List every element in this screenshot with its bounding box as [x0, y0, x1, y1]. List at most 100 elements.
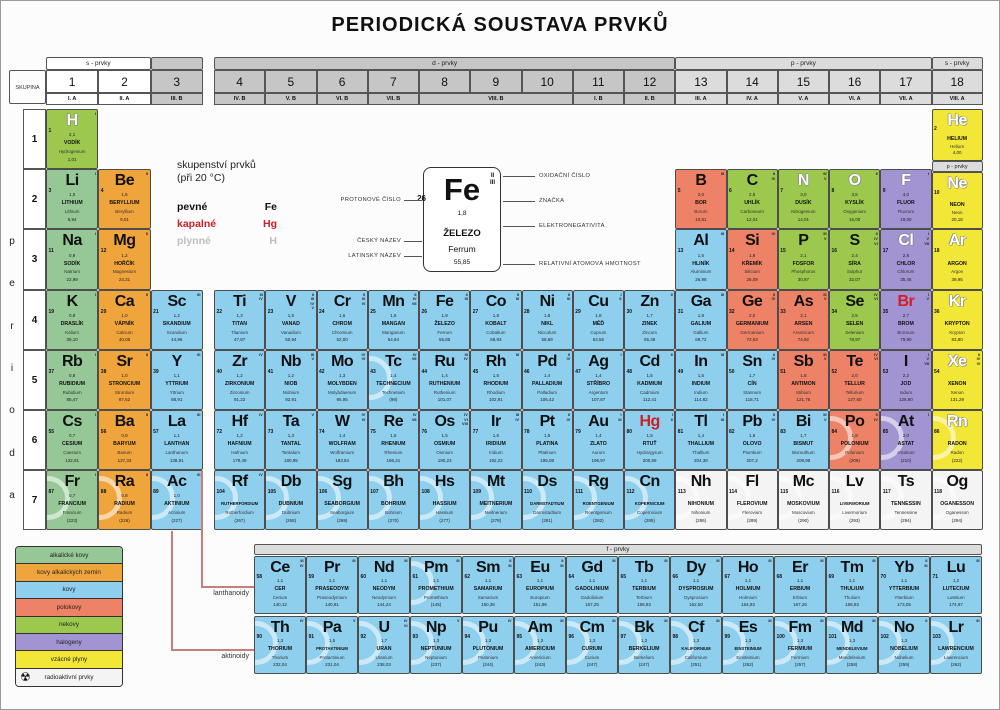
element-cell-Ti: III IV 22 Ti 1,3 TITAN Titanium 47,87: [214, 289, 266, 350]
element-cell-Pa: V 91 Pa 1,5 PROTAKTINIUM Protactinium 231,04: [306, 616, 358, 674]
element-atomic-number: 107: [370, 489, 379, 496]
element-atomic-mass: 231,04: [325, 661, 339, 667]
element-atomic-number: 45: [472, 368, 479, 375]
element-latin-name: Indium: [694, 389, 708, 395]
element-symbol: Tm: [840, 558, 865, 576]
element-oxidation-states: III: [612, 559, 615, 564]
element-electronegativity: 1,5: [390, 433, 397, 439]
element-symbol: Nb: [280, 352, 302, 370]
element-czech-name: FLUOR: [896, 200, 915, 207]
element-atomic-number: 86: [934, 429, 940, 436]
element-symbol: Mc: [792, 473, 815, 491]
element-atomic-mass: 6,94: [67, 216, 77, 222]
element-czech-name: CER: [274, 586, 286, 593]
oxidation-state: I: [94, 232, 96, 237]
element-czech-name: DUBNIUM: [278, 501, 304, 508]
element-czech-name: NIHONIUM: [687, 501, 714, 508]
element-oxidation-states: III: [976, 619, 979, 624]
element-latin-name: Sulphur: [846, 269, 863, 275]
element-atomic-mass: 178,49: [232, 457, 247, 463]
element-atomic-mass: 63,55: [592, 337, 604, 343]
element-atomic-number: 11: [48, 248, 54, 255]
element-cell-Rb: I 37 Rb 0,8 RUBIDIUM Rubidium 85,47: [46, 349, 99, 410]
element-symbol: W: [334, 412, 350, 430]
element-latin-name: Argon: [951, 269, 964, 275]
element-electronegativity: 1,7: [646, 312, 653, 318]
element-electronegativity: 4,0: [902, 192, 909, 198]
oxidation-state: III: [768, 619, 772, 623]
category-legend-non: nekovy: [16, 616, 122, 634]
element-czech-name: EINSTEINIUM: [734, 646, 762, 652]
element-symbol: Hg: [639, 412, 660, 430]
element-cell-Cl: I V VII 17 Cl 2,8 CHLOR Chlorum 35,45: [880, 229, 932, 290]
element-atomic-mass: 74,92: [797, 337, 809, 343]
element-atomic-mass: (294): [900, 517, 912, 523]
element-czech-name: KALIFORNIUM: [681, 646, 711, 652]
oxidation-state: III: [489, 180, 495, 186]
element-atomic-number: 40: [216, 368, 223, 375]
block-bar-cap3: [150, 57, 203, 70]
element-electronegativity: 2,0: [851, 372, 858, 378]
callout-line: [404, 200, 422, 201]
oxidation-state: III: [464, 352, 468, 357]
element-symbol: Ag: [588, 352, 609, 370]
element-czech-name: SKANDIUM: [162, 320, 191, 327]
element-oxidation-states: V: [353, 619, 356, 624]
element-atomic-number: 17: [882, 248, 889, 255]
element-atomic-number: 76: [421, 429, 428, 436]
element-atomic-number: 1: [48, 128, 52, 135]
element-oxidation-states: II: [146, 293, 148, 298]
element-electronegativity: 0,8: [69, 372, 76, 378]
element-atomic-number: 10: [934, 190, 940, 197]
element-czech-name: HASSIUM: [432, 501, 457, 508]
element-atomic-number: 61: [412, 574, 419, 581]
element-symbol: Ge: [741, 292, 763, 310]
element-czech-name: BERYLLIUM: [109, 200, 140, 207]
element-cell-Ce: III IV 58 Ce 1,1 CER Cerium 140,12: [254, 556, 306, 614]
element-cell-Nh: 113 Nh NIHONIUM Nihonium (286): [675, 470, 727, 531]
element-oxidation-states: III: [197, 353, 200, 358]
element-symbol: Li: [65, 172, 80, 190]
element-atomic-mass: 173,05: [897, 601, 911, 607]
element-oxidation-states: IV: [772, 232, 776, 237]
element-atomic-mass: 30,97: [797, 276, 809, 282]
oxidation-state: II: [363, 292, 366, 297]
element-czech-name: LIVERMORIUM: [839, 501, 870, 507]
element-oxidation-states: I: [928, 413, 929, 418]
element-latin-name: Aluminium: [690, 269, 712, 275]
oxidation-state: III: [310, 297, 314, 302]
element-latin-name: Cobaltum: [486, 329, 506, 335]
element-atomic-number: 44: [421, 368, 428, 375]
element-cell-Ho: III 67 Ho 1,1 HOLMIUM Holmium 164,93: [722, 556, 774, 614]
element-symbol: Na: [62, 232, 82, 250]
element-atomic-number: 117: [882, 489, 891, 496]
element-latin-name: Mendelevium: [838, 654, 866, 660]
perioda-letter: d: [9, 447, 15, 459]
element-electronegativity: 1,5: [328, 638, 336, 644]
element-atomic-number: 88: [100, 489, 107, 496]
element-symbol: Rg: [588, 473, 609, 491]
element-electronegativity: 1,3: [338, 372, 346, 378]
element-atomic-number: 87: [48, 489, 55, 496]
oxidation-state: I: [620, 352, 622, 357]
oxidation-state: IV: [771, 297, 776, 302]
oxidation-state: II: [568, 413, 571, 417]
callout-electronegativity: ELEKTRONEGATIVITA: [539, 223, 605, 229]
element-cell-H: I 1 H 2,1 VODÍK Hydrogenium 1,01: [46, 109, 99, 170]
element-latin-name: Moscovium: [791, 510, 815, 516]
oxidation-state: III: [456, 559, 460, 563]
element-symbol: Ho: [737, 558, 759, 576]
element-latin-name: Berkelium: [633, 654, 654, 660]
element-atomic-number: 23: [267, 308, 274, 315]
category-legend-semi: polokovy: [16, 599, 122, 617]
element-atomic-number: 110: [524, 489, 533, 496]
actinoid-label: aktinoidy: [221, 653, 249, 660]
element-atomic-number: 34: [831, 308, 838, 315]
element-oxidation-states: V: [311, 413, 314, 418]
group-roman-15: V. A: [777, 93, 829, 105]
infobox-mass: 55,85: [453, 259, 471, 266]
element-czech-name: CÍN: [747, 381, 757, 388]
element-czech-name: OSMIUM: [433, 441, 456, 448]
